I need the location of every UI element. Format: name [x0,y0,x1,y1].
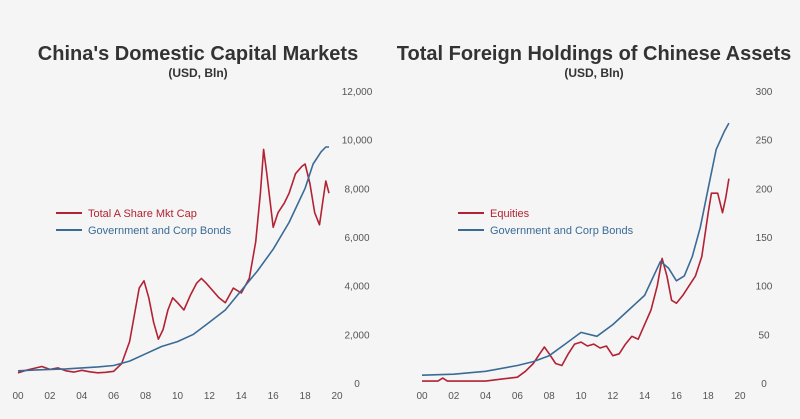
x-tick-label: 10 [575,391,587,402]
legend-label-bonds: Government and Corp Bonds [88,225,232,237]
x-tick-label: 12 [607,391,619,402]
series-lines [421,122,730,382]
chart-foreign-holdings: Total Foreign Holdings of Chinese Assets… [397,43,791,402]
x-tick-label: 06 [108,391,120,402]
x-tick-label: 10 [172,391,184,402]
y-tick-labels: 0 2,000 4,000 6,000 8,000 10,000 12,000 [342,87,373,390]
x-tick-label: 08 [544,391,556,402]
chart-subtitle: (USD, Bln) [564,66,623,80]
y-tick-label: 4,000 [344,282,369,293]
series-line-red [17,148,330,374]
y-tick-label: 300 [756,87,773,98]
chart-domestic-capital-markets: China's Domestic Capital Markets (USD, B… [12,43,372,402]
y-tick-label: 0 [761,379,767,390]
chart-title: Total Foreign Holdings of Chinese Assets [397,43,791,65]
chart-subtitle: (USD, Bln) [168,66,227,80]
x-tick-label: 12 [204,391,216,402]
y-tick-label: 0 [354,379,360,390]
series-line-red [422,178,730,382]
y-tick-label: 250 [756,136,773,147]
y-tick-label: 150 [756,233,773,244]
y-tick-label: 8,000 [344,184,369,195]
y-tick-label: 100 [756,282,773,293]
x-tick-labels: 00 02 04 06 08 10 12 14 16 18 20 [416,391,746,402]
y-tick-labels: 0 50 100 150 200 250 300 [756,87,773,390]
x-tick-label: 14 [639,391,651,402]
y-tick-label: 200 [756,184,773,195]
x-tick-label: 16 [268,391,280,402]
x-tick-label: 00 [416,391,428,402]
series-line-blue [17,146,329,372]
x-tick-label: 08 [140,391,152,402]
x-tick-labels: 00 02 04 06 08 10 12 14 16 18 20 [12,391,343,402]
x-tick-label: 02 [44,391,56,402]
y-tick-label: 10,000 [342,136,373,147]
x-tick-label: 04 [76,391,88,402]
chart-title: China's Domestic Capital Markets [38,43,358,65]
y-tick-label: 2,000 [344,330,369,341]
legend: Total A Share Mkt Cap Government and Cor… [56,208,232,237]
series-lines [17,146,330,374]
x-tick-label: 18 [300,391,312,402]
series-line-blue [421,122,730,376]
y-tick-label: 50 [758,330,770,341]
x-tick-label: 04 [480,391,492,402]
x-tick-label: 06 [512,391,524,402]
legend-label-bonds: Government and Corp Bonds [490,225,634,237]
y-tick-label: 6,000 [344,233,369,244]
y-tick-label: 12,000 [342,87,373,98]
x-tick-label: 00 [12,391,24,402]
x-tick-label: 18 [703,391,715,402]
x-tick-label: 16 [671,391,683,402]
x-tick-label: 20 [734,391,746,402]
x-tick-label: 20 [331,391,343,402]
x-tick-label: 14 [236,391,248,402]
legend: Equities Government and Corp Bonds [458,208,634,237]
legend-label-mkt-cap: Total A Share Mkt Cap [88,208,197,220]
legend-label-equities: Equities [490,208,530,220]
x-tick-label: 02 [448,391,460,402]
